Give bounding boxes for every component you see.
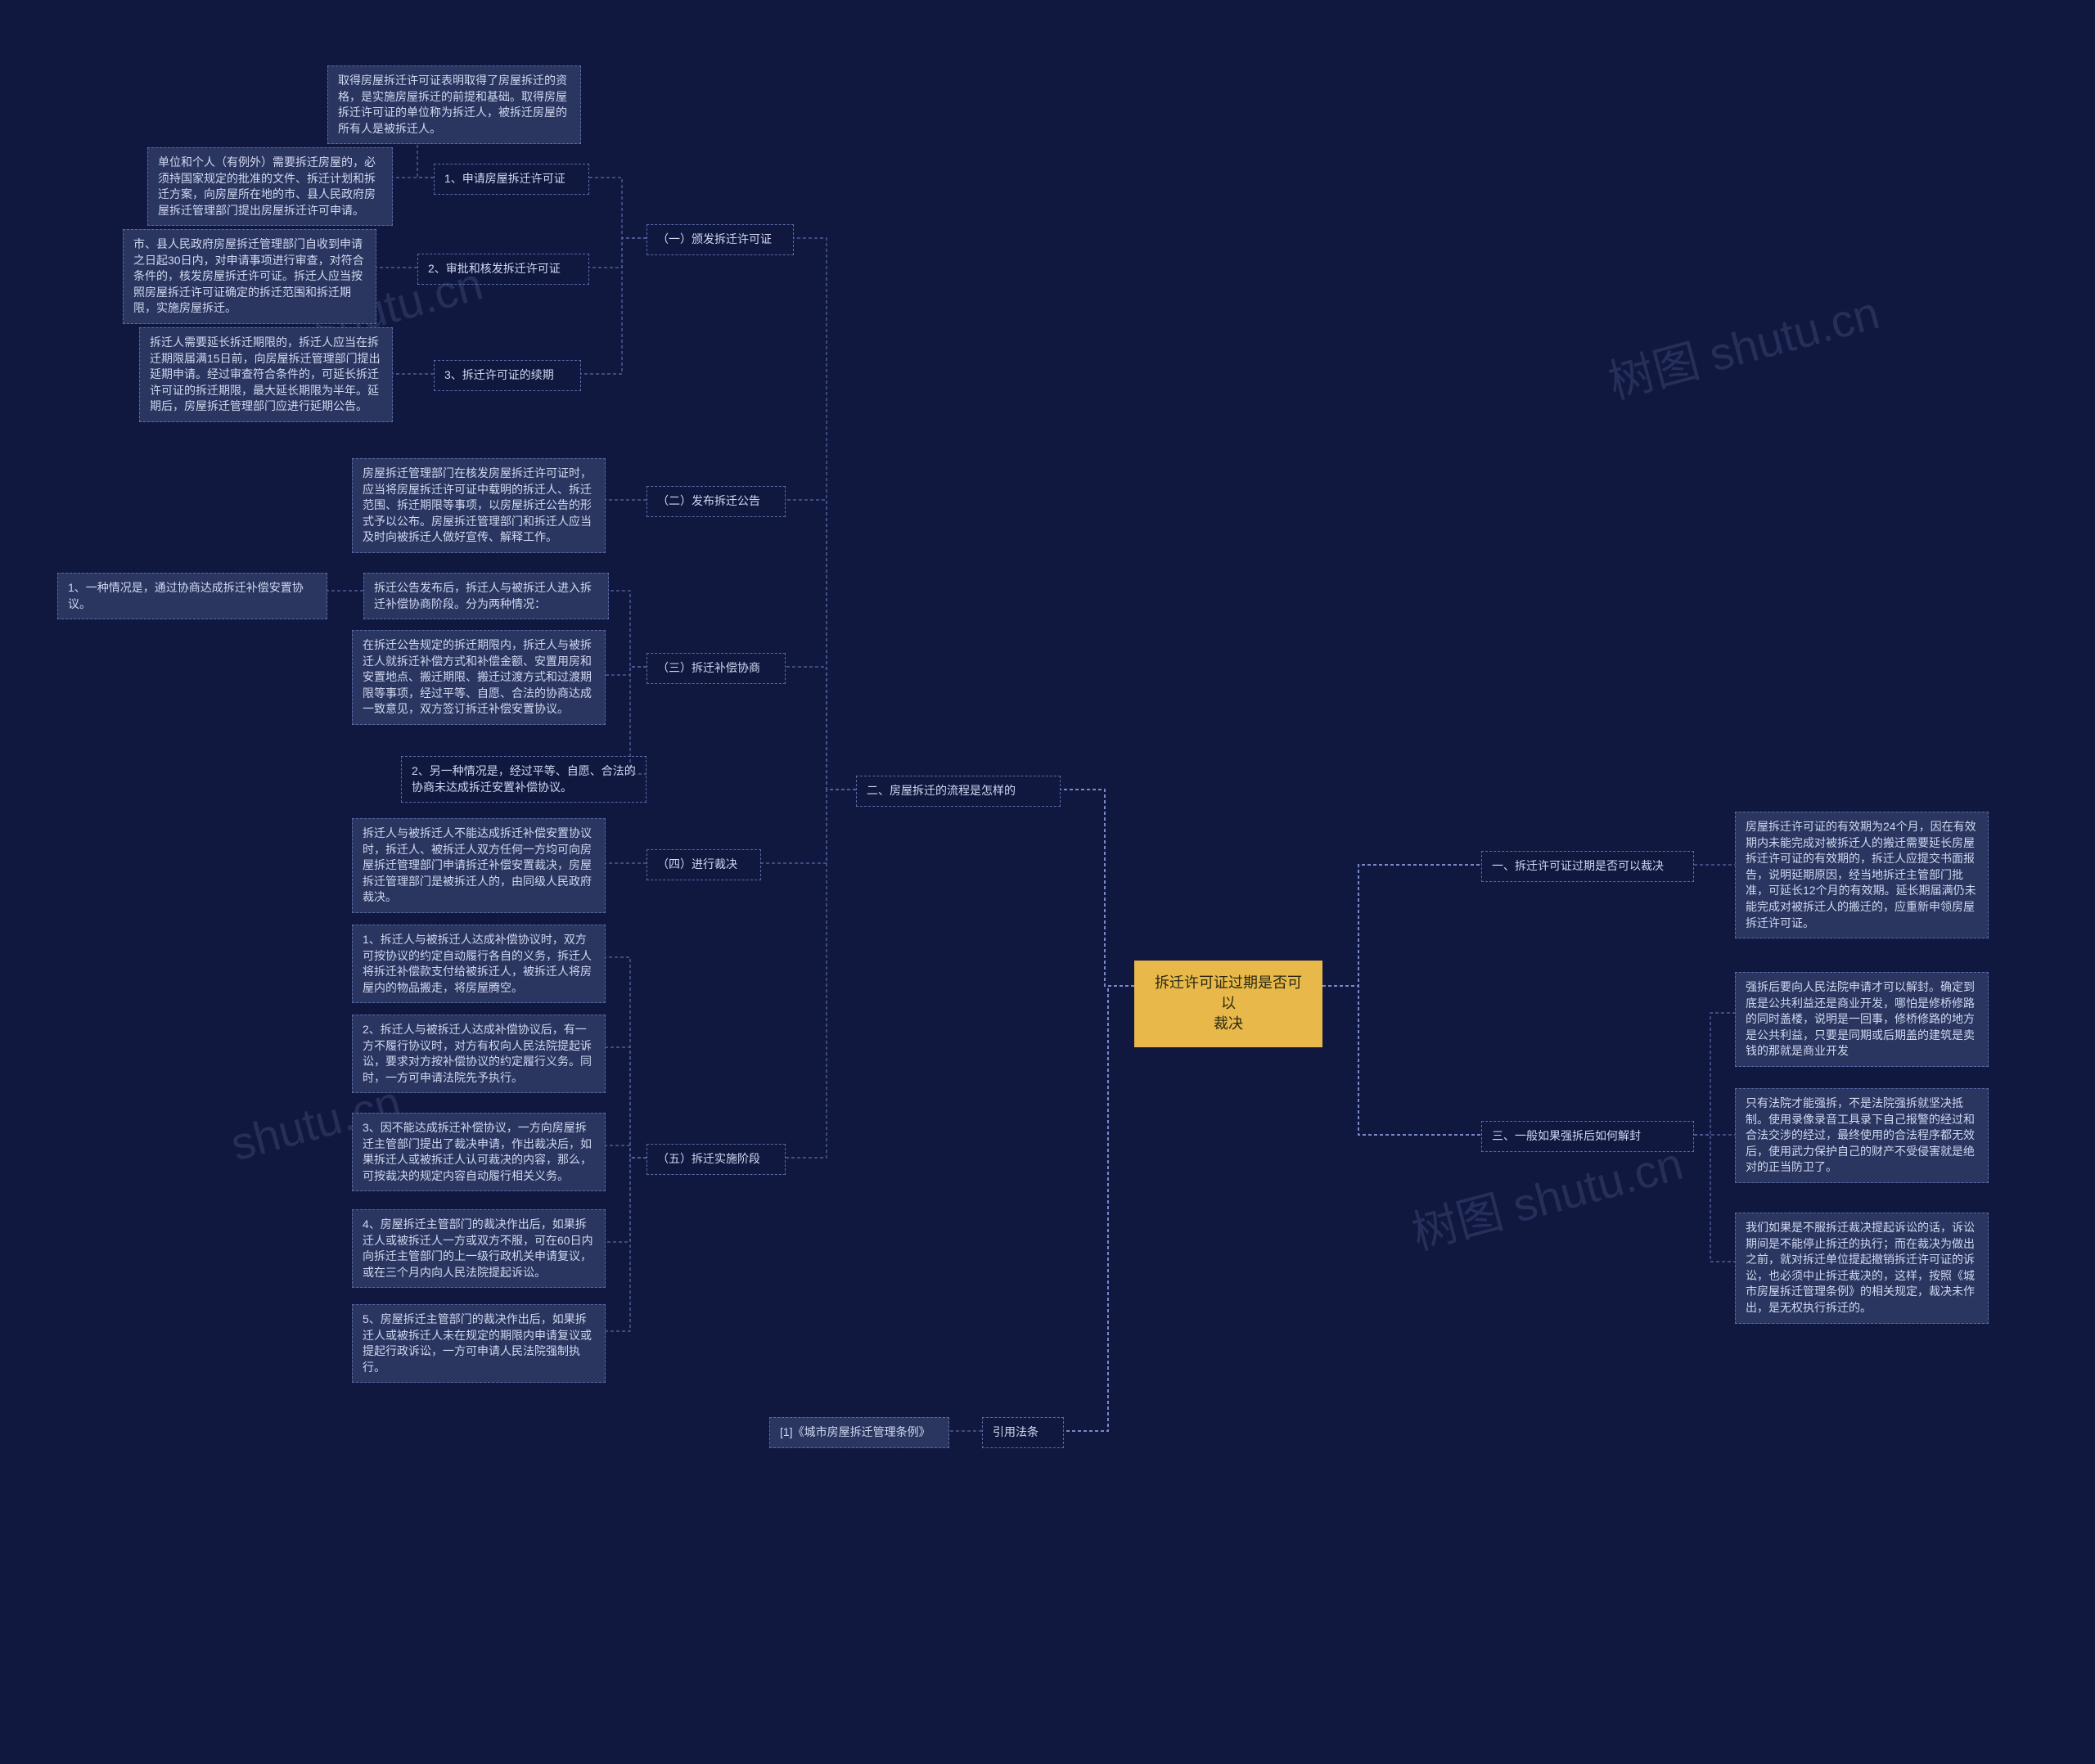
section-4: （四）进行裁决: [647, 849, 761, 880]
branch-cite-leaf: [1]《城市房屋拆迁管理条例》: [769, 1417, 949, 1448]
branch-1-leaf: 房屋拆迁许可证的有效期为24个月，因在有效期内未能完成对被拆迁人的搬迁需要延长房…: [1735, 812, 1989, 938]
branch-3: 三、一般如果强拆后如何解封: [1481, 1121, 1694, 1152]
root-line1: 拆迁许可证过期是否可以: [1153, 973, 1304, 1014]
section-5-leaf-4: 4、房屋拆迁主管部门的裁决作出后，如果拆迁人或被拆迁人一方或双方不服，可在60日…: [352, 1209, 606, 1288]
section-5-leaf-3: 3、因不能达成拆迁补偿协议，一方向房屋拆迁主管部门提出了裁决申请，作出裁决后，如…: [352, 1113, 606, 1191]
branch-3-leaf-3: 我们如果是不服拆迁裁决提起诉讼的话，诉讼期间是不能停止拆迁的执行；而在裁决为做出…: [1735, 1213, 1989, 1324]
section-1-item-1-leaf-b: 单位和个人（有例外）需要拆迁房屋的，必须持国家规定的批准的文件、拆迁计划和拆迁方…: [147, 147, 393, 226]
branch-2: 二、房屋拆迁的流程是怎样的: [856, 776, 1061, 807]
section-1-item-3: 3、拆迁许可证的续期: [434, 360, 581, 391]
branch-3-leaf-1: 强拆后要向人民法院申请才可以解封。确定到底是公共利益还是商业开发，哪怕是修桥修路…: [1735, 972, 1989, 1067]
section-4-leaf: 拆迁人与被拆迁人不能达成拆迁补偿安置协议时，拆迁人、被拆迁人双方任何一方均可向房…: [352, 818, 606, 913]
section-5: （五）拆迁实施阶段: [647, 1144, 786, 1175]
section-3-extra-2: 2、另一种情况是，经过平等、自愿、合法的协商未达成拆迁安置补偿协议。: [401, 756, 647, 803]
branch-cite: 引用法条: [982, 1417, 1064, 1448]
root-line2: 裁决: [1153, 1014, 1304, 1034]
section-3: （三）拆迁补偿协商: [647, 653, 786, 684]
watermark: 树图 shutu.cn: [1600, 276, 1886, 412]
section-1-item-1-leaf-a: 取得房屋拆迁许可证表明取得了房屋拆迁的资格，是实施房屋拆迁的前提和基础。取得房屋…: [327, 65, 581, 144]
section-2: （二）发布拆迁公告: [647, 486, 786, 517]
section-5-leaf-5: 5、房屋拆迁主管部门的裁决作出后，如果拆迁人或被拆迁人未在规定的期限内申请复议或…: [352, 1304, 606, 1383]
section-5-leaf-2: 2、拆迁人与被拆迁人达成补偿协议后，有一方不履行协议时，对方有权向人民法院提起诉…: [352, 1015, 606, 1093]
section-5-leaf-1: 1、拆迁人与被拆迁人达成补偿协议时，双方可按协议的约定自动履行各自的义务，拆迁人…: [352, 925, 606, 1003]
section-3-sub-leaf: 1、一种情况是，通过协商达成拆迁补偿安置协议。: [57, 573, 327, 619]
root-node: 拆迁许可证过期是否可以 裁决: [1134, 961, 1322, 1047]
section-1-item-1: 1、申请房屋拆迁许可证: [434, 164, 589, 195]
section-2-leaf: 房屋拆迁管理部门在核发房屋拆迁许可证时，应当将房屋拆迁许可证中载明的拆迁人、拆迁…: [352, 458, 606, 553]
section-3-sub: 拆迁公告发布后，拆迁人与被拆迁人进入拆迁补偿协商阶段。分为两种情况：: [363, 573, 609, 619]
section-1: （一）颁发拆迁许可证: [647, 224, 794, 255]
section-3-extra-1: 在拆迁公告规定的拆迁期限内，拆迁人与被拆迁人就拆迁补偿方式和补偿金额、安置用房和…: [352, 630, 606, 725]
section-1-item-2: 2、审批和核发拆迁许可证: [417, 254, 589, 285]
branch-3-leaf-2: 只有法院才能强拆，不是法院强拆就坚决抵制。使用录像录音工具录下自己报警的经过和合…: [1735, 1088, 1989, 1183]
section-1-item-2-leaf: 市、县人民政府房屋拆迁管理部门自收到申请之日起30日内，对申请事项进行审查，对符…: [123, 229, 376, 324]
branch-1: 一、拆迁许可证过期是否可以裁决: [1481, 851, 1694, 882]
section-1-item-3-leaf: 拆迁人需要延长拆迁期限的，拆迁人应当在拆迁期限届满15日前，向房屋拆迁管理部门提…: [139, 327, 393, 422]
